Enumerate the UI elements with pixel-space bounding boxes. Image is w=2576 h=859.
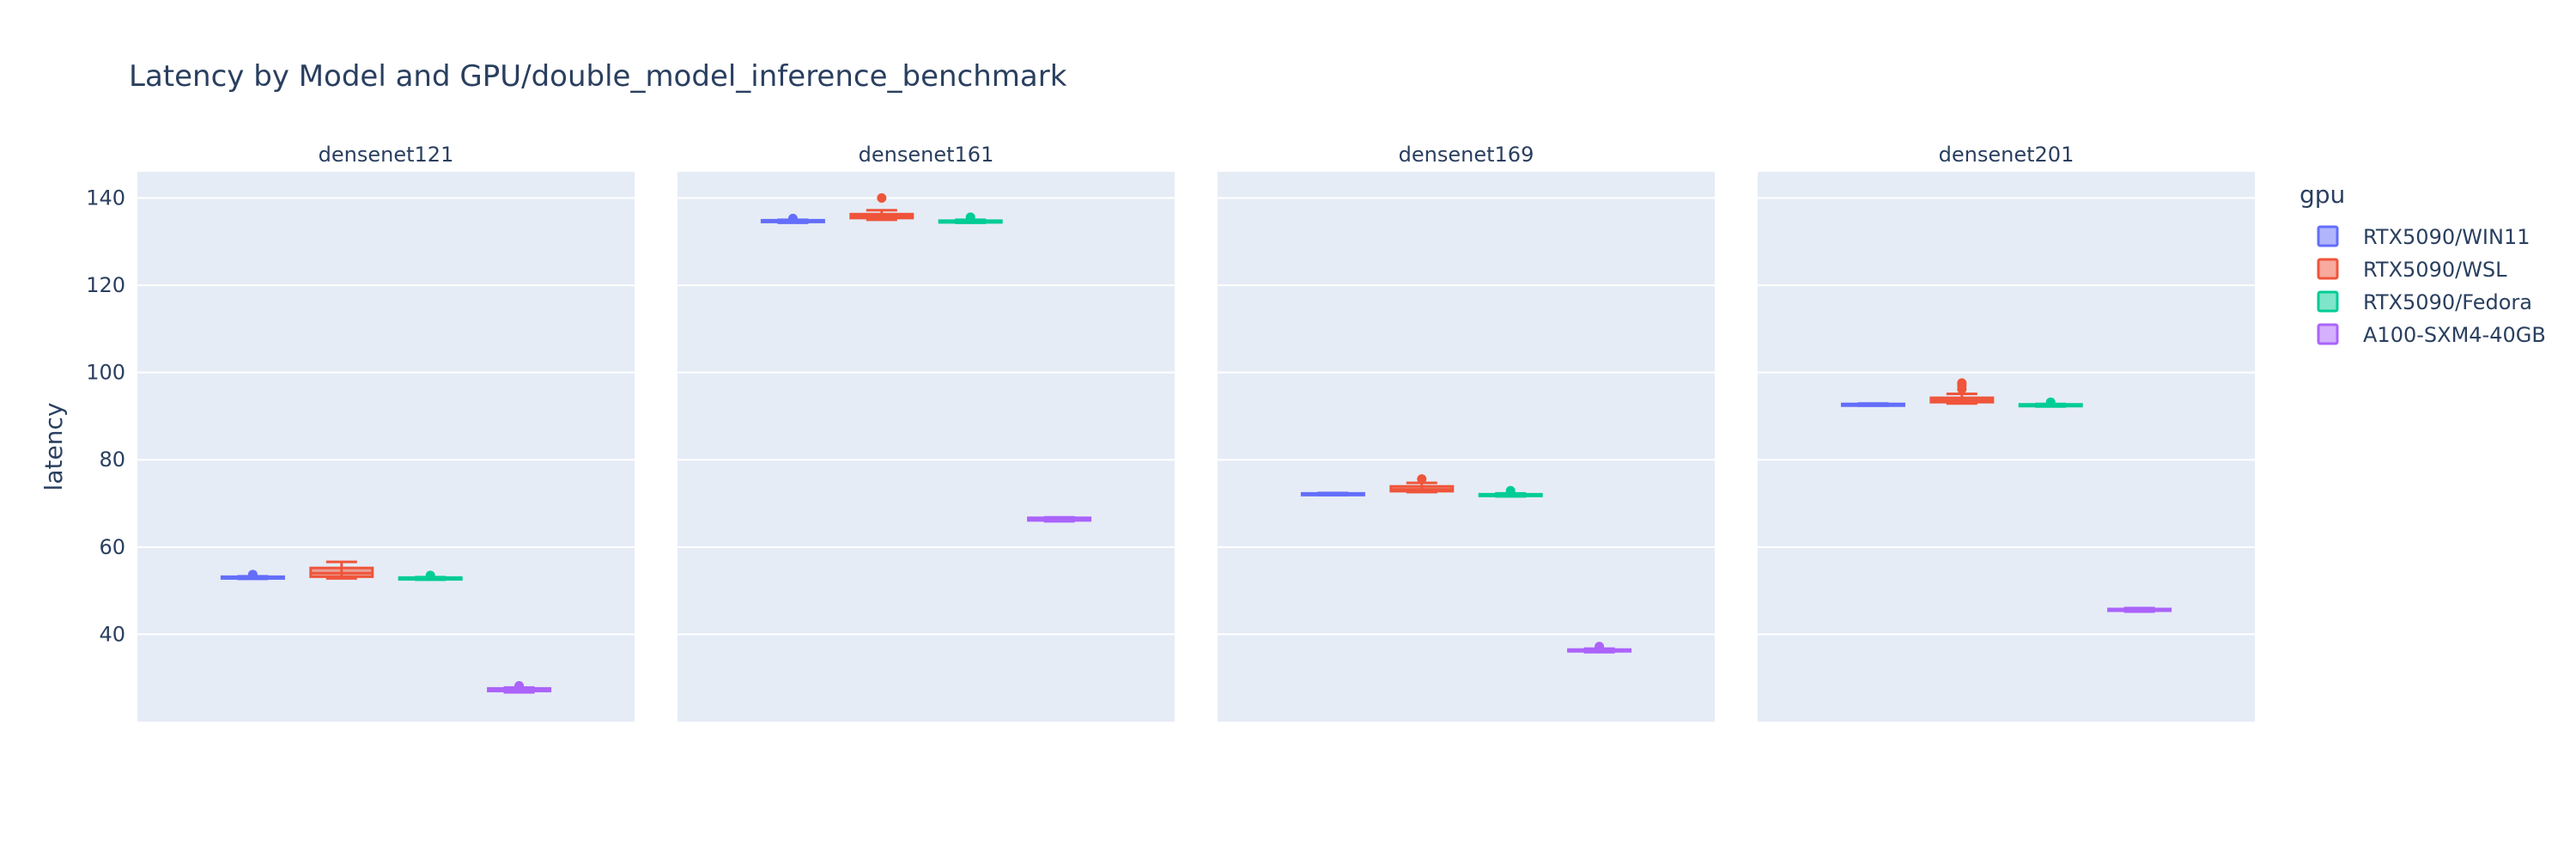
y-tick-label: 80 (99, 448, 125, 472)
box-RTX5090/Fedora (938, 212, 1003, 224)
facet-densenet121: densenet121 (137, 143, 635, 722)
box-RTX5090/WSL (309, 560, 374, 580)
facet-background (137, 172, 635, 722)
facet-title: densenet169 (1399, 143, 1534, 167)
legend: gpu RTX5090/WIN11 RTX5090/WSL RTX5090/Fedor… (2300, 180, 2546, 347)
legend-item[interactable]: RTX5090/WSL (2317, 258, 2507, 282)
facet-title: densenet161 (859, 143, 994, 167)
outlier-point (2045, 397, 2056, 407)
y-tick-label: 40 (99, 622, 125, 646)
outlier-point (425, 570, 435, 581)
y-tick-label: 100 (86, 361, 125, 385)
legend-swatch (2317, 323, 2339, 345)
box-A100-SXM4-40GB (1027, 515, 1092, 523)
legend-item[interactable]: A100-SXM4-40GB (2317, 323, 2546, 347)
facet-background (1758, 172, 2255, 722)
legend-label: RTX5090/Fedora (2363, 290, 2532, 314)
box-RTX5090/WSL (1389, 474, 1455, 494)
outlier-point (514, 680, 525, 691)
legend-swatch (2317, 225, 2339, 247)
outlier-point (787, 213, 798, 223)
outlier-point (1595, 642, 1605, 652)
facet-background (1218, 172, 1715, 722)
facet-densenet161: densenet161 (677, 143, 1175, 722)
outlier-point (1957, 378, 1967, 388)
box-RTX5090/Fedora (398, 570, 463, 582)
box-RTX5090/WIN11 (760, 213, 825, 224)
facet-background (677, 172, 1175, 722)
box-A100-SXM4-40GB (487, 680, 552, 694)
outlier-point (247, 570, 258, 580)
y-tick-label: 120 (86, 273, 125, 297)
box-RTX5090/WIN11 (220, 570, 285, 581)
legend-swatch (2317, 290, 2339, 313)
outlier-point (877, 192, 887, 203)
box-RTX5090/WSL (849, 192, 914, 222)
legend-swatch (2317, 258, 2339, 280)
facet-title: densenet121 (319, 143, 454, 167)
facet-title: densenet201 (1939, 143, 2075, 167)
y-tick-label: 140 (86, 186, 125, 210)
y-axis-title: latency (39, 403, 68, 491)
box-A100-SXM4-40GB (2107, 606, 2172, 613)
legend-label: A100-SXM4-40GB (2363, 323, 2546, 347)
box-RTX5090/WIN11 (1840, 402, 1905, 407)
box-RTX5090/WIN11 (1300, 491, 1365, 497)
outlier-point (965, 212, 975, 222)
y-tick-label: 60 (99, 535, 125, 559)
facet-densenet169: densenet169 (1218, 143, 1715, 722)
chart-title: Latency by Model and GPU/double_model_in… (129, 59, 1067, 94)
box-RTX5090/WSL (1929, 378, 1995, 405)
box-RTX5090/Fedora (2018, 397, 2083, 408)
legend-label: RTX5090/WIN11 (2363, 225, 2530, 249)
legend-item[interactable]: RTX5090/WIN11 (2317, 225, 2530, 249)
legend-item[interactable]: RTX5090/Fedora (2317, 290, 2532, 314)
legend-title: gpu (2300, 180, 2345, 209)
facet-densenet201: densenet201 (1758, 143, 2255, 722)
box-A100-SXM4-40GB (1567, 642, 1632, 654)
box-RTX5090/Fedora (1478, 485, 1543, 498)
outlier-point (1505, 485, 1516, 496)
legend-label: RTX5090/WSL (2363, 258, 2507, 282)
outlier-point (1417, 474, 1427, 484)
